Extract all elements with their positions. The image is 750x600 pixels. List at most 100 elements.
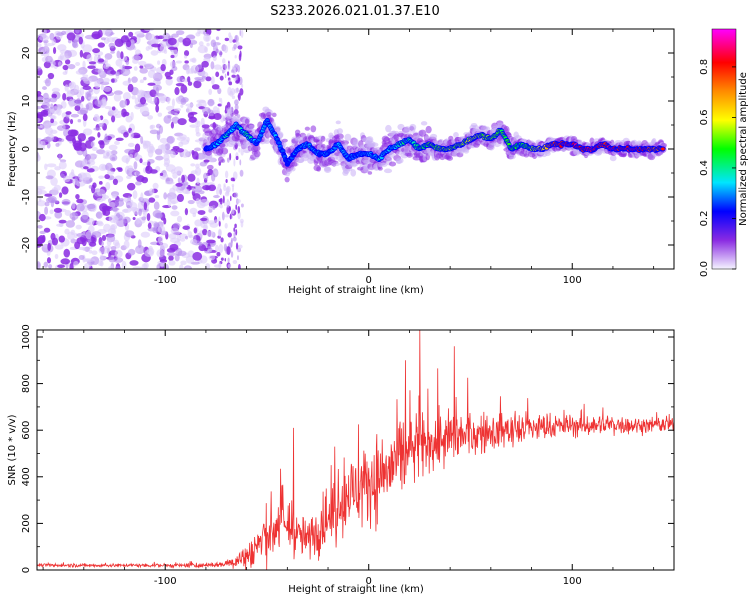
spectrogram-ridge-halo — [335, 120, 341, 125]
spectrogram-noise-blob — [196, 177, 200, 185]
spectrogram-ridge-halo — [395, 157, 404, 164]
spectrogram-noise-blob — [83, 166, 89, 170]
spectrogram-noise-blob — [155, 104, 160, 113]
spectrogram-noise-blob — [123, 131, 129, 138]
spectrogram-ridge-halo — [271, 112, 277, 118]
spectrogram-noise-blob — [98, 180, 103, 185]
spectrogram-noise-blob — [240, 203, 244, 208]
spectrogram-noise-blob — [224, 222, 228, 229]
spectrogram-noise-blob — [155, 80, 161, 85]
spectrogram-noise-blob — [171, 116, 180, 124]
spectrogram-ridge-halo — [429, 133, 438, 139]
spectrogram-ridge-halo — [265, 111, 272, 118]
spectrogram-noise-blob — [134, 97, 139, 105]
spectrogram-noise-blob — [85, 230, 92, 240]
spectrogram-ridge-halo — [281, 138, 288, 143]
spectrogram-noise-blob — [235, 79, 240, 84]
spectrogram-noise-blob — [43, 61, 51, 69]
spectrogram-noise-blob — [177, 250, 187, 257]
spectrogram-noise-blob — [169, 187, 176, 196]
spectrogram-noise-blob — [195, 132, 201, 137]
spectrogram-noise-blob — [130, 111, 134, 121]
spectrogram-ridge-halo — [377, 166, 383, 171]
spectrogram-noise-blob — [96, 197, 104, 203]
spectrogram-noise-blob — [87, 217, 95, 226]
spectrogram-noise-blob — [229, 213, 232, 220]
spectrogram-noise-blob — [90, 141, 96, 148]
spectrogram-ridge-halo — [388, 151, 395, 158]
spectrogram-noise-blob — [58, 153, 62, 161]
spectrogram-noise-blob — [43, 261, 49, 268]
spectrogram-noise-blob — [103, 208, 111, 217]
spectrogram-noise-blob — [219, 75, 224, 81]
spectrogram-ridge-halo — [310, 125, 317, 133]
spectrogram-noise-blob — [201, 60, 209, 68]
spectrogram-noise-blob — [221, 211, 225, 221]
snr-y-tick-label: 800 — [21, 374, 32, 393]
spectrogram-noise-blob — [112, 178, 118, 186]
spectrogram-noise-blob — [205, 185, 210, 191]
spectrogram-noise-blob — [106, 170, 115, 175]
spectrogram-noise-blob — [207, 220, 216, 225]
spectrogram-noise-blob — [46, 163, 57, 168]
spectrogram-noise-blob — [82, 113, 88, 122]
spectrogram-noise-blob — [231, 74, 236, 78]
spectrogram-noise-blob — [112, 215, 119, 224]
spectrogram-noise-blob — [151, 43, 161, 48]
spectrogram-noise-blob — [127, 165, 134, 171]
spectrogram-ridge-halo — [352, 138, 359, 146]
spectrogram-noise-blob — [208, 205, 214, 210]
spectrogram-noise-blob — [100, 84, 104, 91]
spectrogram-noise-blob — [58, 192, 63, 198]
spectrogram-noise-blob — [232, 171, 238, 180]
spectrogram-noise-blob — [37, 111, 47, 117]
spectrogram-noise-blob — [45, 127, 54, 135]
spectrogram-noise-blob — [231, 208, 235, 215]
spectrogram-noise-blob — [122, 216, 131, 224]
spectrogram-noise-blob — [101, 235, 107, 242]
spectrogram-noise-blob — [70, 113, 79, 118]
spectrogram-noise-blob — [199, 182, 206, 186]
spectrogram-noise-blob — [121, 64, 125, 74]
spectrogram-noise-blob — [54, 244, 64, 250]
spectrogram-noise-blob — [195, 198, 200, 205]
spectrogram-noise-blob — [177, 177, 181, 184]
spectrogram-noise-blob — [142, 111, 150, 115]
spectrogram-noise-blob — [80, 95, 85, 102]
spectrogram-noise-blob — [146, 212, 151, 222]
spectrogram-noise-blob — [43, 92, 49, 100]
spectrogram-noise-blob — [117, 126, 127, 133]
spectrogram-noise-blob — [169, 243, 179, 251]
spectrogram-noise-blob — [230, 195, 232, 202]
snr-series-line — [37, 330, 674, 570]
spectrogram-noise-blob — [97, 42, 105, 48]
spectrogram-noise-blob — [37, 234, 46, 244]
spectrogram-noise-blob — [82, 74, 89, 78]
spectrogram-noise-blob — [219, 204, 223, 209]
spectrogram-noise-blob — [37, 106, 43, 110]
spectrogram-ridge-halo — [344, 133, 352, 142]
snr-x-tick-label: -100 — [154, 576, 177, 587]
spectrogram-noise-blob — [222, 58, 226, 64]
spectrogram-noise-blob — [171, 200, 176, 205]
spectrogram-noise-blob — [205, 263, 211, 269]
spectrogram-noise-blob — [151, 38, 161, 43]
spectrogram-noise-blob — [182, 225, 190, 230]
spectrogram-noise-blob — [70, 169, 75, 176]
spectrogram-noise-blob — [47, 72, 55, 80]
spectrogram-noise-blob — [44, 201, 50, 207]
spectrogram-noise-blob — [65, 111, 72, 115]
spectrogram-noise-blob — [93, 127, 102, 131]
spectrogram-noise-blob — [82, 85, 92, 91]
spectrogram-noise-blob — [239, 169, 244, 177]
spectrogram-noise-blob — [155, 86, 159, 96]
spectrogram-noise-blob — [175, 60, 183, 64]
spectrogram-noise-blob — [73, 261, 79, 266]
spectrogram-noise-blob — [44, 163, 48, 171]
spectrogram-noise-blob — [197, 29, 201, 35]
spectrogram-noise-blob — [142, 143, 148, 150]
spectrogram-noise-blob — [51, 93, 58, 99]
spectrogram-noise-blob — [139, 79, 144, 84]
spectrogram-noise-blob — [54, 211, 63, 219]
